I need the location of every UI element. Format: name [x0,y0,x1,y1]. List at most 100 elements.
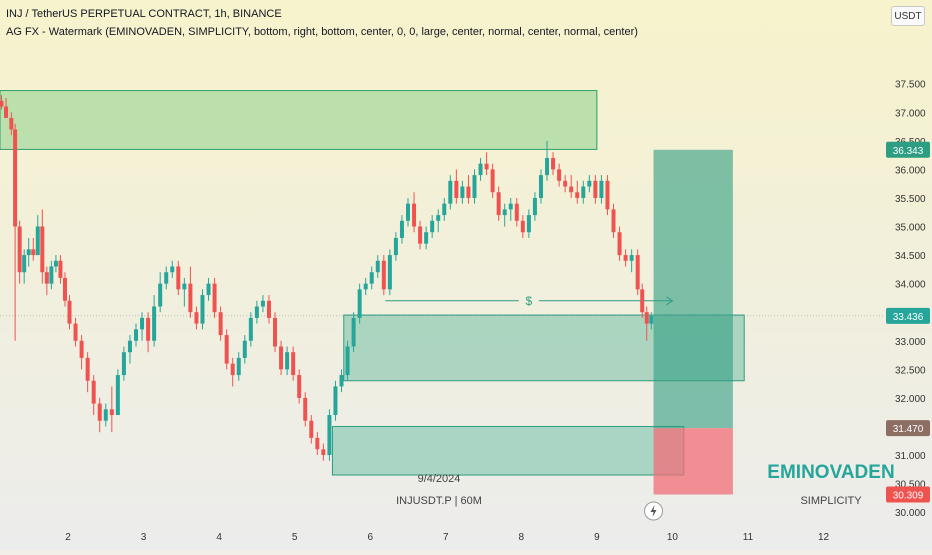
candle-up [115,375,120,416]
candle-up [339,375,344,387]
y-tick-label: 34.500 [895,251,926,262]
candle-up [103,409,108,421]
y-tick-label: 30.500 [895,480,926,491]
candle-down [640,289,645,313]
candle-down [67,300,72,324]
supply-zone [0,90,598,150]
y-tick-label: 36.000 [895,165,926,176]
candle-down [266,300,271,318]
candle-up [254,306,259,318]
candle-up [526,215,531,233]
candle-up [164,272,169,284]
price-label-target: 36.343 [893,146,924,157]
candle-up [236,357,241,376]
candle-down [230,363,235,376]
candle-down [17,226,22,273]
candle-up [399,220,404,238]
y-tick-label: 37.000 [895,108,926,119]
candle-up [35,226,40,256]
lightning-icon-bolt [650,505,657,517]
candle-up [649,315,654,324]
candle-down [297,375,302,398]
candle-down [454,180,459,198]
currency-button[interactable]: USDT [891,6,925,26]
candle-up [448,180,453,204]
candle-up [260,300,265,307]
candle-down [188,283,193,313]
candle-down [466,186,471,198]
candle-down [73,323,78,341]
candle-down [605,180,610,210]
candle-down [644,312,649,324]
candle-up [393,237,398,256]
candle-down [79,340,84,358]
price-label-current: 33.436 [893,312,924,323]
candle-down [146,317,151,341]
position-target-box[interactable] [653,149,733,429]
candle-up [442,203,447,216]
candle-down [575,192,580,198]
candle-up [53,260,58,267]
y-tick-label: 35.000 [895,223,926,234]
candle-down [44,272,49,284]
candle-down [31,249,36,256]
price-label-stop: 30.309 [893,490,924,501]
y-tick-label: 32.000 [895,394,926,405]
candle-down [40,226,45,273]
candle-down [91,380,96,404]
x-tick-label: 4 [216,532,222,543]
candle-up [363,283,368,290]
candle-up [508,203,513,210]
candle-up [248,317,253,341]
candle-up [49,266,54,284]
y-tick-label: 34.000 [895,280,926,291]
watermark-symbol: INJUSDT.P | 60M [396,495,482,507]
candle-down [496,192,501,216]
candle-up [170,266,175,273]
candle-down [412,203,417,227]
candle-down [194,312,199,324]
measure-label: $ [526,294,533,308]
candle-down [303,397,308,421]
watermark-date: 9/4/2024 [417,473,461,485]
candle-up [502,209,507,216]
watermark-tagline: SIMPLICITY [800,495,862,507]
price-label-box-current [886,307,930,324]
candle-up [285,352,290,370]
price-label-entry: 31.470 [893,424,924,435]
candle-up [333,386,338,416]
candle-down [617,232,622,256]
x-tick-label: 2 [65,532,71,543]
candle-up [351,317,356,347]
candle-up [200,295,205,324]
y-tick-label: 33.000 [895,337,926,348]
y-tick-label: 31.000 [895,451,926,462]
candle-up [460,186,465,198]
candle-up [545,157,550,176]
x-tick-label: 11 [743,532,754,543]
price-label-box-stop [886,486,930,503]
candle-up [242,340,247,358]
candle-up [327,415,332,456]
candle-down [9,117,14,130]
price-label-box-entry [886,420,930,437]
candle-up [581,186,586,198]
measure-arrowhead [666,296,674,306]
candle-up [629,255,634,261]
candle-up [424,232,429,244]
candle-up [345,346,350,376]
y-tick-label: 32.500 [895,365,926,376]
lightning-icon[interactable] [644,501,664,521]
candle-up [472,175,477,198]
candle-up [140,317,145,330]
candle-down [321,449,326,456]
position-stop-box[interactable] [653,428,733,495]
candle-down [418,226,423,244]
candle-up [436,215,441,221]
candle-up [158,283,163,307]
candle-down [557,169,562,181]
candle-down [593,180,598,198]
candle-up [430,220,435,233]
